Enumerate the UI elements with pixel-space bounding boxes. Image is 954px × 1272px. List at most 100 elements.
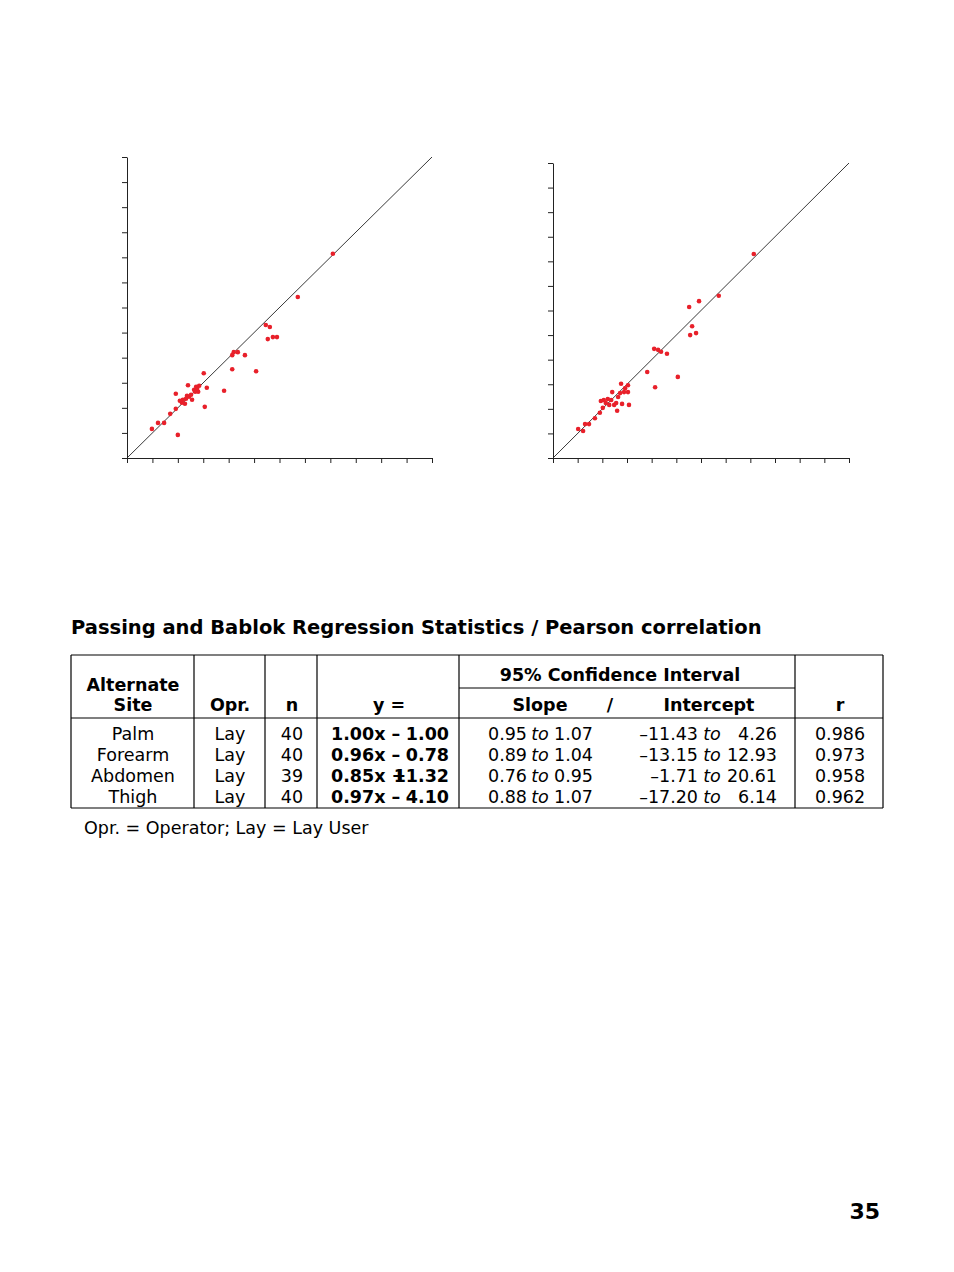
tick-mark <box>548 212 553 213</box>
tick <box>122 433 127 434</box>
data-point <box>619 381 624 386</box>
identity-line <box>553 163 849 458</box>
data-point <box>576 427 581 432</box>
data-point <box>190 398 195 403</box>
tick-mark <box>824 458 825 463</box>
tick <box>726 458 727 463</box>
table-rule <box>71 717 883 718</box>
tick <box>127 458 128 463</box>
tick <box>548 163 553 164</box>
table-cell: Lay <box>215 724 246 744</box>
tick <box>548 188 553 189</box>
tick <box>849 458 850 463</box>
data-point <box>178 399 183 404</box>
data-point <box>222 388 227 393</box>
data-point <box>581 429 586 434</box>
table-rule <box>882 655 883 808</box>
x-axis <box>554 458 850 463</box>
data-point <box>254 369 259 374</box>
heading: Passing and Bablok Regression Statistics… <box>71 616 762 639</box>
tick-mark <box>122 232 127 233</box>
table-cell: 0.962 <box>815 787 865 807</box>
tick-mark <box>152 458 153 463</box>
tick <box>305 458 306 463</box>
table-cell: –17.20 <box>639 787 698 807</box>
table-cell: 39 <box>281 766 303 786</box>
data-point <box>626 390 631 395</box>
data-point <box>176 433 181 438</box>
data-point <box>622 390 627 395</box>
tick <box>122 257 127 258</box>
data-point <box>601 406 606 411</box>
tick <box>553 458 554 463</box>
axis-line <box>553 164 554 459</box>
tick-mark <box>578 458 579 463</box>
table-cell: 1.07 <box>554 787 593 807</box>
tick-mark <box>548 188 553 189</box>
data-point <box>614 401 619 406</box>
table-rule <box>71 807 883 808</box>
tick <box>122 308 127 309</box>
column-header: Opr. <box>210 695 250 715</box>
table-cell: –1.71 <box>650 766 698 786</box>
table-cell: Lay <box>215 745 246 765</box>
y-axis <box>548 164 554 459</box>
tick-mark <box>548 261 553 262</box>
column-header: n <box>286 695 298 715</box>
tick-mark <box>122 358 127 359</box>
footnote: Opr. = Operator; Lay = Lay User <box>84 818 369 838</box>
table-rule <box>794 655 795 808</box>
data-point <box>195 386 200 391</box>
table-cell: 0.96x – <box>331 745 400 765</box>
column-header: Site <box>114 695 153 715</box>
data-point <box>275 335 280 340</box>
table-cell: 0.958 <box>815 766 865 786</box>
data-point <box>751 252 756 257</box>
data-point <box>626 383 631 388</box>
table-cell: 1.04 <box>554 745 593 765</box>
data-point <box>690 324 695 329</box>
table-rule <box>70 655 71 808</box>
tick-mark <box>122 458 127 459</box>
tick <box>750 458 751 463</box>
tick-mark <box>726 458 727 463</box>
tick <box>548 286 553 287</box>
x-axis <box>128 458 433 463</box>
tick-mark <box>548 163 553 164</box>
data-point <box>618 391 623 396</box>
column-header: Intercept <box>664 695 755 715</box>
tick <box>548 384 553 385</box>
tick-mark <box>407 458 408 463</box>
tick <box>548 433 553 434</box>
tick-mark <box>750 458 751 463</box>
data-point <box>266 337 271 342</box>
table-cell: 0.97x – <box>331 787 400 807</box>
data-point <box>236 350 241 355</box>
tick-mark <box>127 458 128 463</box>
table-cell: 6.14 <box>738 787 777 807</box>
tick <box>229 458 230 463</box>
table-cell: 40 <box>281 724 303 744</box>
tick-mark <box>203 458 204 463</box>
table-cell: 0.89 <box>488 745 527 765</box>
tick-mark <box>122 408 127 409</box>
data-point <box>174 407 179 412</box>
table-cell: Forearm <box>97 745 169 765</box>
tick-mark <box>178 458 179 463</box>
tick-mark <box>122 433 127 434</box>
tick-mark <box>122 207 127 208</box>
tick-mark <box>548 409 553 410</box>
table-cell: Abdomen <box>91 766 175 786</box>
tick-mark <box>122 157 127 158</box>
tick-mark <box>602 458 603 463</box>
tick <box>203 458 204 463</box>
tick-mark <box>122 282 127 283</box>
data-point <box>230 367 235 372</box>
tick-mark <box>548 311 553 312</box>
column-header: 95% Confidence Interval <box>500 665 741 685</box>
data-point <box>186 383 191 388</box>
tick <box>356 458 357 463</box>
tick <box>800 458 801 463</box>
data-point <box>268 325 273 330</box>
tick <box>178 458 179 463</box>
